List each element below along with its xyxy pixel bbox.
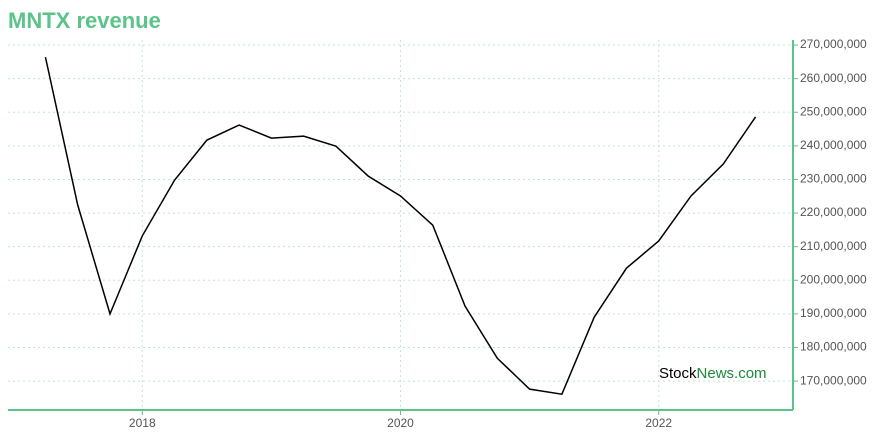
y-tick-label: 250,000,000 — [800, 104, 867, 118]
y-tick-label: 230,000,000 — [800, 172, 867, 186]
y-tick-label: 210,000,000 — [800, 239, 867, 253]
chart-title: MNTX revenue — [8, 8, 161, 33]
y-tick-label: 220,000,000 — [800, 205, 867, 219]
y-tick-label: 180,000,000 — [800, 340, 867, 354]
line — [44, 56, 757, 396]
watermark-prefix: Stock — [659, 365, 697, 382]
y-tick-label: 270,000,000 — [800, 37, 867, 51]
y-tick-label: 170,000,000 — [800, 373, 867, 387]
watermark-suffix: News.com — [697, 365, 767, 382]
x-tick-label: 2018 — [129, 416, 156, 430]
y-tick-label: 240,000,000 — [800, 138, 867, 152]
x-tick-label: 2022 — [645, 416, 672, 430]
y-tick-label: 190,000,000 — [800, 306, 867, 320]
y-tick-label: 260,000,000 — [800, 71, 867, 85]
watermark: StockNews.com — [659, 365, 767, 382]
x-tick-label: 2020 — [387, 416, 414, 430]
y-tick-label: 200,000,000 — [800, 272, 867, 286]
